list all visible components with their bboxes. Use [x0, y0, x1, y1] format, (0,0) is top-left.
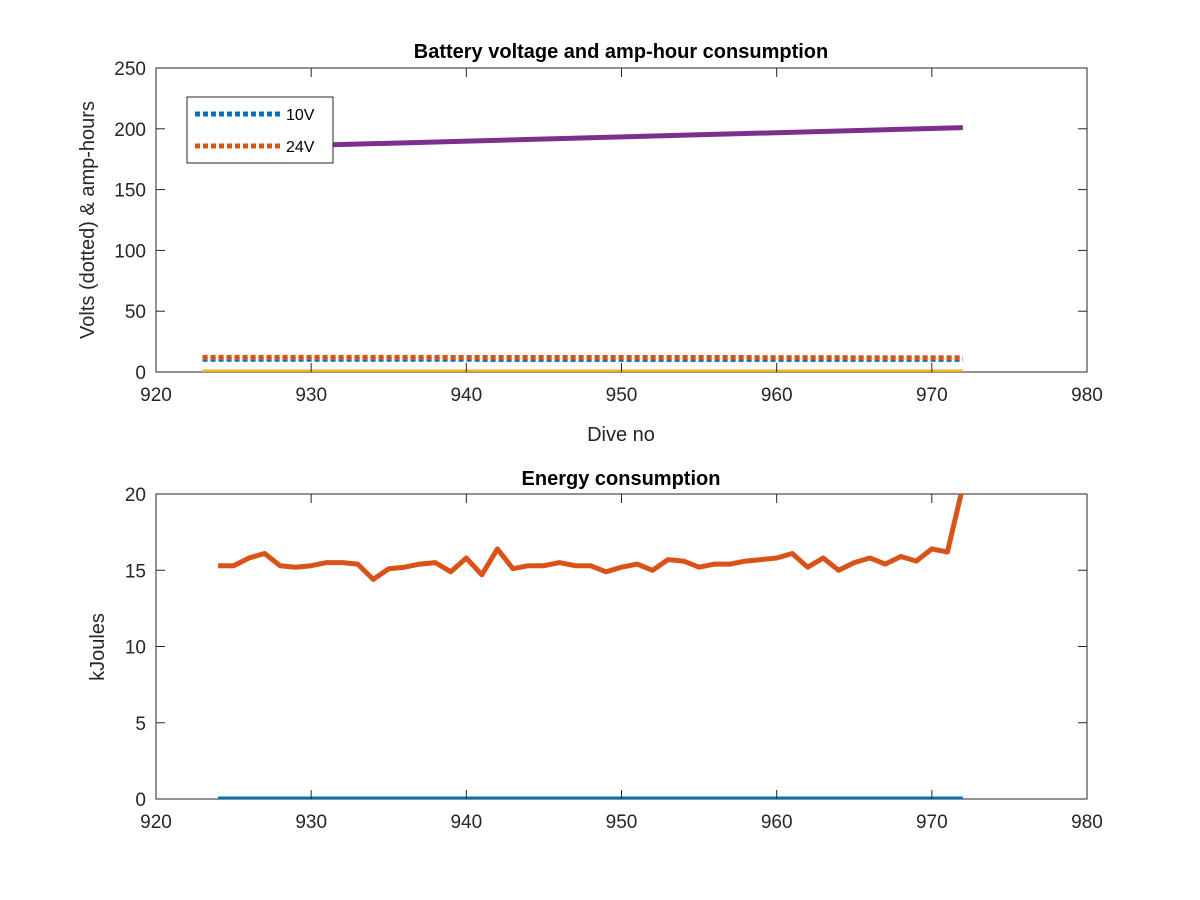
energy-xtick-label: 970 [916, 812, 948, 833]
energy-ytick-label: 20 [125, 485, 146, 506]
voltage-xtick-label: 980 [1071, 385, 1103, 406]
energy-y-axis-label: kJoules [87, 613, 109, 681]
legend: 10V 24V [186, 96, 334, 164]
energy-ytick-label: 0 [135, 790, 146, 811]
energy-xtick-label: 920 [140, 812, 172, 833]
voltage-ticks: 920 930 940 950 960 970 980 0 50 100 150 200 250 [114, 59, 1103, 406]
energy-xtick-label: 960 [761, 812, 793, 833]
voltage-ytick-label: 250 [114, 59, 146, 80]
voltage-xtick-label: 950 [606, 385, 638, 406]
voltage-ytick-label: 50 [125, 302, 146, 323]
energy-xtick-label: 940 [450, 812, 482, 833]
voltage-ytick-label: 150 [114, 181, 146, 202]
axes-voltage: 920 930 940 950 960 970 980 0 50 100 150 200 250 Bat… [77, 41, 1103, 446]
energy-series-line-0 [218, 494, 964, 582]
energy-plot-area [218, 494, 964, 799]
voltage-y-axis-label: Volts (dotted) & amp-hours [77, 101, 99, 339]
legend-box [186, 96, 334, 164]
voltage-ytick-label: 100 [114, 241, 146, 262]
voltage-ytick-label: 200 [114, 120, 146, 141]
voltage-chart-title: Battery voltage and amp-hour consumption [414, 41, 828, 63]
energy-ticks: 920 930 940 950 960 970 980 0 5 10 15 20 [125, 485, 1103, 833]
voltage-ytick-label: 0 [135, 363, 146, 384]
energy-xtick-label: 950 [606, 812, 638, 833]
voltage-xtick-label: 940 [450, 385, 482, 406]
energy-chart-title: Energy consumption [522, 468, 721, 490]
voltage-xtick-label: 960 [761, 385, 793, 406]
voltage-xtick-label: 930 [295, 385, 327, 406]
legend-label-24v: 24V [286, 139, 315, 156]
energy-ytick-label: 5 [135, 714, 146, 735]
axes-energy: 920 930 940 950 960 970 980 0 5 10 15 20 Energy con… [87, 468, 1103, 833]
voltage-xtick-label: 970 [916, 385, 948, 406]
voltage-x-axis-label: Dive no [587, 424, 655, 446]
energy-ytick-label: 15 [125, 561, 146, 582]
energy-xtick-label: 980 [1071, 812, 1103, 833]
legend-label-10v: 10V [286, 107, 315, 124]
energy-xtick-label: 930 [295, 812, 327, 833]
voltage-xtick-label: 920 [140, 385, 172, 406]
energy-ytick-label: 10 [125, 638, 146, 659]
axes-energy-frame [155, 493, 1088, 800]
